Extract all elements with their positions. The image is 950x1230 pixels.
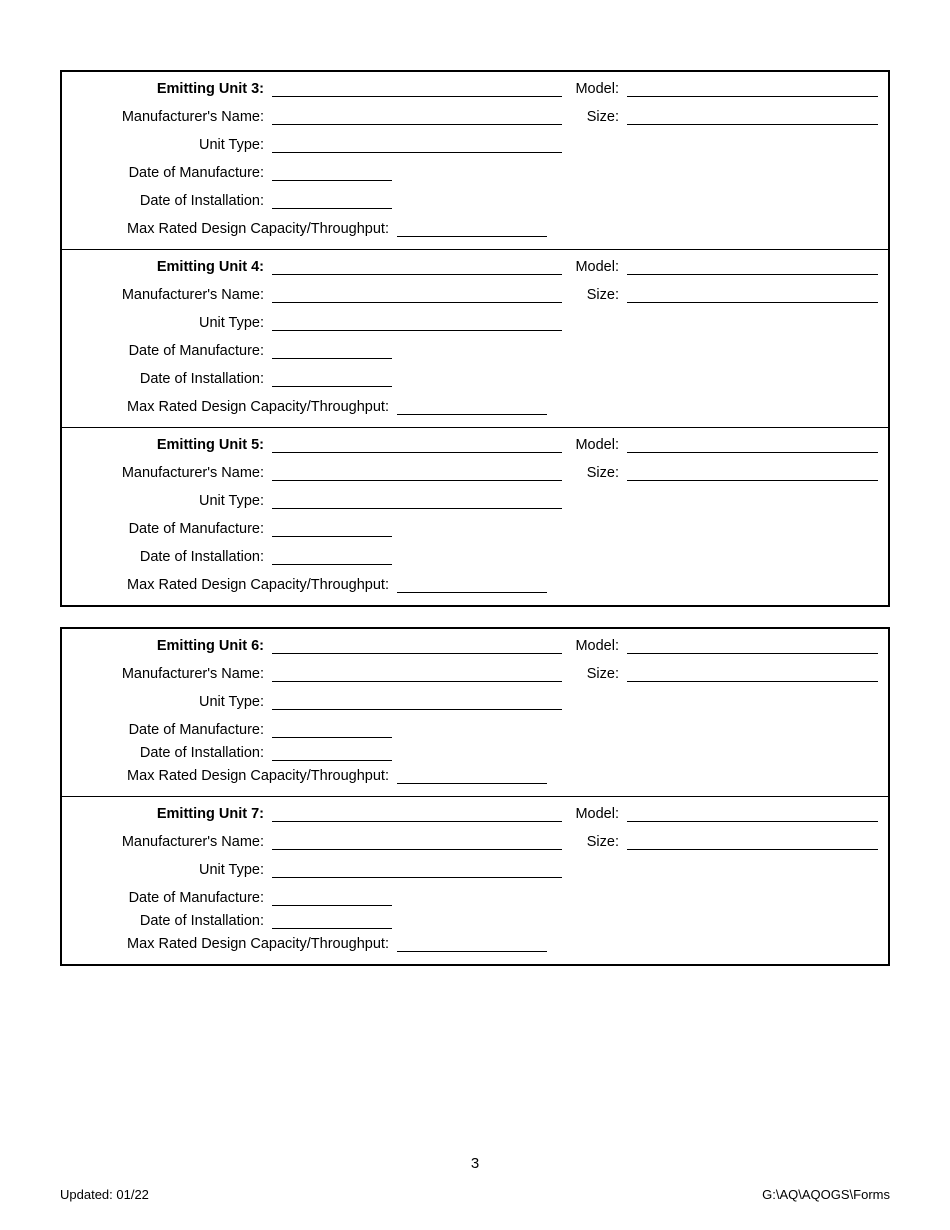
unit-3-manufacturer-label: Manufacturer's Name: [72,109,272,125]
unit-6-maxcap-label: Max Rated Design Capacity/Throughput: [72,768,397,784]
unit-5-dateinstall-label: Date of Installation: [72,549,272,565]
unit-6-manufacturer-label: Manufacturer's Name: [72,666,272,682]
unit-5-model-label: Model: [562,437,627,453]
unit-6-unittype-blank[interactable] [272,693,562,710]
unit-3-dateinstall-blank[interactable] [272,192,392,209]
unit-7-datemanu-blank[interactable] [272,889,392,906]
form-box-1: Emitting Unit 3: Model: Manufacturer's N… [60,70,890,607]
unit-6-manufacturer-blank[interactable] [272,665,562,682]
unit-3-title-label: Emitting Unit 3: [72,81,272,97]
unit-5-section: Emitting Unit 5: Model: Manufacturer's N… [62,427,888,605]
unit-3-unittype-blank[interactable] [272,136,562,153]
unit-7-dateinstall-blank[interactable] [272,912,392,929]
unit-4-model-label: Model: [562,259,627,275]
unit-5-size-label: Size: [562,465,627,481]
unit-7-manufacturer-blank[interactable] [272,833,562,850]
unit-3-model-blank[interactable] [627,80,878,97]
unit-7-section: Emitting Unit 7: Model: Manufacturer's N… [62,796,888,964]
unit-3-unittype-label: Unit Type: [72,137,272,153]
unit-5-manufacturer-blank[interactable] [272,464,562,481]
unit-7-model-blank[interactable] [627,805,878,822]
unit-3-maxcap-label: Max Rated Design Capacity/Throughput: [72,221,397,237]
unit-4-size-blank[interactable] [627,286,878,303]
unit-4-section: Emitting Unit 4: Model: Manufacturer's N… [62,249,888,427]
unit-6-datemanu-label: Date of Manufacture: [72,722,272,738]
unit-5-maxcap-label: Max Rated Design Capacity/Throughput: [72,577,397,593]
unit-7-maxcap-label: Max Rated Design Capacity/Throughput: [72,936,397,952]
unit-4-dateinstall-label: Date of Installation: [72,371,272,387]
footer: Updated: 01/22 G:\AQ\AQOGS\Forms [60,1187,890,1202]
unit-6-size-label: Size: [562,666,627,682]
unit-7-unittype-blank[interactable] [272,861,562,878]
unit-5-title-blank[interactable] [272,436,562,453]
unit-4-size-label: Size: [562,287,627,303]
unit-3-maxcap-blank[interactable] [397,220,547,237]
unit-7-dateinstall-label: Date of Installation: [72,913,272,929]
unit-4-title-blank[interactable] [272,258,562,275]
footer-updated: Updated: 01/22 [60,1187,149,1202]
unit-6-size-blank[interactable] [627,665,878,682]
unit-7-size-blank[interactable] [627,833,878,850]
unit-4-unittype-blank[interactable] [272,314,562,331]
unit-3-datemanu-blank[interactable] [272,164,392,181]
unit-3-model-label: Model: [562,81,627,97]
unit-6-unittype-label: Unit Type: [72,694,272,710]
unit-5-dateinstall-blank[interactable] [272,548,392,565]
form-box-2: Emitting Unit 6: Model: Manufacturer's N… [60,627,890,966]
unit-4-maxcap-label: Max Rated Design Capacity/Throughput: [72,399,397,415]
unit-3-datemanu-label: Date of Manufacture: [72,165,272,181]
unit-5-maxcap-blank[interactable] [397,576,547,593]
unit-4-title-label: Emitting Unit 4: [72,259,272,275]
unit-6-datemanu-blank[interactable] [272,721,392,738]
unit-4-manufacturer-blank[interactable] [272,286,562,303]
unit-5-unittype-label: Unit Type: [72,493,272,509]
unit-3-dateinstall-label: Date of Installation: [72,193,272,209]
unit-4-maxcap-blank[interactable] [397,398,547,415]
unit-5-manufacturer-label: Manufacturer's Name: [72,465,272,481]
unit-5-datemanu-label: Date of Manufacture: [72,521,272,537]
unit-3-section: Emitting Unit 3: Model: Manufacturer's N… [62,72,888,249]
unit-5-size-blank[interactable] [627,464,878,481]
unit-7-datemanu-label: Date of Manufacture: [72,890,272,906]
unit-6-maxcap-blank[interactable] [397,767,547,784]
unit-6-dateinstall-blank[interactable] [272,744,392,761]
footer-path: G:\AQ\AQOGS\Forms [762,1187,890,1202]
unit-7-size-label: Size: [562,834,627,850]
unit-7-title-blank[interactable] [272,805,562,822]
unit-7-maxcap-blank[interactable] [397,935,547,952]
unit-7-model-label: Model: [562,806,627,822]
unit-4-model-blank[interactable] [627,258,878,275]
unit-7-manufacturer-label: Manufacturer's Name: [72,834,272,850]
unit-4-datemanu-label: Date of Manufacture: [72,343,272,359]
unit-6-title-blank[interactable] [272,637,562,654]
unit-6-model-label: Model: [562,638,627,654]
unit-4-dateinstall-blank[interactable] [272,370,392,387]
unit-5-title-label: Emitting Unit 5: [72,437,272,453]
unit-6-title-label: Emitting Unit 6: [72,638,272,654]
unit-3-manufacturer-blank[interactable] [272,108,562,125]
unit-7-title-label: Emitting Unit 7: [72,806,272,822]
unit-4-manufacturer-label: Manufacturer's Name: [72,287,272,303]
unit-6-model-blank[interactable] [627,637,878,654]
unit-7-unittype-label: Unit Type: [72,862,272,878]
unit-3-size-blank[interactable] [627,108,878,125]
unit-5-model-blank[interactable] [627,436,878,453]
page-number: 3 [0,1155,950,1172]
unit-6-section: Emitting Unit 6: Model: Manufacturer's N… [62,629,888,796]
unit-5-unittype-blank[interactable] [272,492,562,509]
unit-6-dateinstall-label: Date of Installation: [72,745,272,761]
unit-4-unittype-label: Unit Type: [72,315,272,331]
unit-4-datemanu-blank[interactable] [272,342,392,359]
unit-3-size-label: Size: [562,109,627,125]
unit-5-datemanu-blank[interactable] [272,520,392,537]
unit-3-title-blank[interactable] [272,80,562,97]
